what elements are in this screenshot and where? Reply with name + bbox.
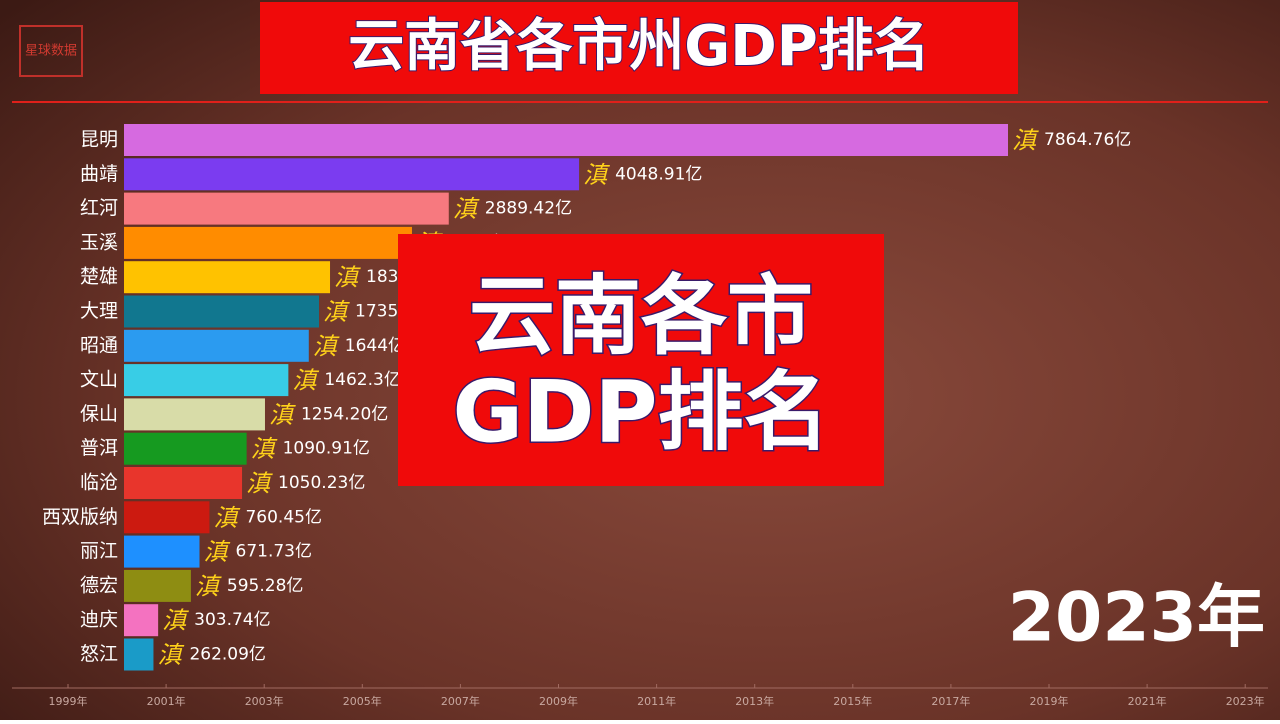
bar	[124, 329, 309, 362]
bar	[124, 467, 243, 499]
bars: 昆明滇7864.76亿曲靖滇4048.91亿红河滇2889.42亿玉溪滇2562…	[42, 124, 1131, 671]
bar	[124, 398, 265, 431]
bar-icon: 滇	[246, 470, 273, 498]
bar-icon: 滇	[1012, 127, 1039, 155]
timeline-tick-label: 2021年	[1128, 694, 1167, 708]
value-label: 671.73亿	[236, 542, 312, 562]
value-label: 262.09亿	[189, 645, 265, 665]
category-label: 迪庆	[80, 609, 118, 631]
timeline-tick-label: 2017年	[931, 694, 970, 708]
bar	[124, 158, 580, 191]
bar-icon: 滇	[213, 504, 240, 532]
bar-icon: 滇	[453, 195, 480, 223]
timeline-tick-label: 2001年	[147, 694, 186, 708]
value-label: 1090.91亿	[283, 439, 370, 459]
year-label: 2023年	[1008, 579, 1265, 658]
category-label: 楚雄	[80, 266, 118, 288]
chart-title: 云南省各市州GDP排名	[348, 14, 930, 79]
category-label: 昭通	[80, 334, 118, 356]
bar-icon: 滇	[292, 367, 319, 395]
timeline-tick-label: 2011年	[637, 694, 676, 708]
bar-icon: 滇	[334, 264, 361, 292]
bar	[124, 261, 331, 294]
bar	[124, 192, 449, 225]
overlay-line: 云南各市	[469, 266, 813, 366]
bar	[124, 604, 159, 637]
value-label: 595.28亿	[227, 576, 303, 596]
category-label: 曲靖	[80, 163, 118, 185]
value-label: 4048.91亿	[615, 164, 702, 184]
bar-icon: 滇	[269, 401, 296, 429]
overlay-line: GDP排名	[452, 362, 829, 462]
bar	[124, 364, 289, 397]
bar	[124, 638, 154, 671]
timeline-tick-label: 2005年	[343, 694, 382, 708]
category-label: 丽江	[80, 540, 118, 562]
bar-icon: 滇	[313, 332, 340, 360]
category-label: 临沧	[80, 472, 118, 494]
category-label: 德宏	[80, 574, 118, 596]
value-label: 1050.23亿	[278, 473, 365, 493]
bar	[124, 432, 247, 465]
bar-icon: 滇	[204, 538, 231, 566]
category-label: 普洱	[80, 437, 118, 459]
bar-icon: 滇	[157, 641, 184, 669]
bar-icon: 滇	[323, 298, 350, 326]
value-label: 2889.42亿	[485, 199, 572, 219]
category-label: 怒江	[80, 643, 118, 665]
bar-icon: 滇	[195, 572, 222, 600]
category-label: 西双版纳	[42, 506, 118, 528]
bar	[124, 501, 210, 534]
value-label: 760.45亿	[245, 507, 321, 527]
bar-icon: 滇	[583, 161, 610, 189]
logo: 星球数据	[25, 44, 77, 59]
timeline-tick-label: 2009年	[539, 694, 578, 708]
timeline-tick-label: 2019年	[1030, 694, 1069, 708]
value-label: 1644亿	[345, 336, 405, 356]
value-label: 1254.20亿	[301, 404, 388, 424]
bar	[124, 226, 412, 259]
title-banner	[260, 2, 1018, 94]
bar	[124, 124, 1008, 156]
bar	[124, 535, 200, 568]
value-label: 1462.3亿	[324, 370, 400, 390]
bar	[124, 569, 191, 602]
category-label: 玉溪	[80, 231, 118, 253]
value-label: 303.74亿	[194, 610, 270, 630]
timeline-tick-label: 1999年	[49, 694, 88, 708]
category-label: 昆明	[80, 129, 118, 151]
timeline-tick-label: 2015年	[833, 694, 872, 708]
timeline-tick-label: 2007年	[441, 694, 480, 708]
bar-icon: 滇	[251, 435, 278, 463]
category-label: 大理	[80, 300, 118, 322]
category-label: 红河	[80, 197, 118, 219]
category-label: 保山	[80, 403, 118, 425]
value-label: 7864.76亿	[1044, 130, 1131, 150]
timeline-tick-label: 2003年	[245, 694, 284, 708]
bar	[124, 295, 320, 328]
timeline-tick-label: 2023年	[1226, 694, 1265, 708]
logo-frame	[19, 25, 83, 77]
bar-icon: 滇	[162, 607, 189, 635]
overlay-box	[398, 234, 884, 486]
timeline-tick-label: 2013年	[735, 694, 774, 708]
category-label: 文山	[80, 369, 118, 391]
